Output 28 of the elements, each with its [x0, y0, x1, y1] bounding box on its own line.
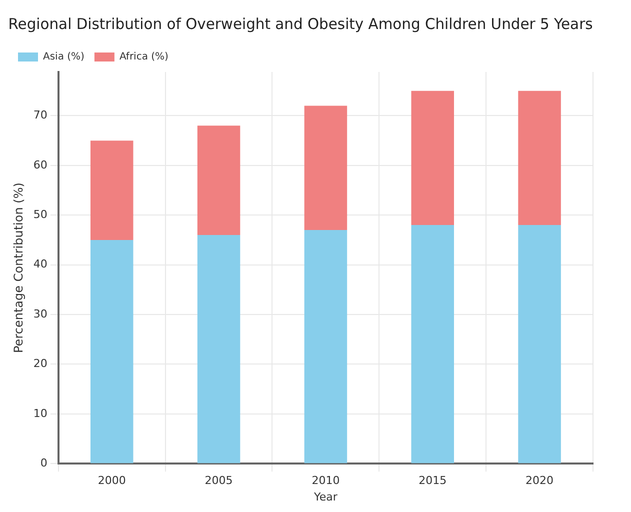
- chart-title: Regional Distribution of Overweight and Obesity Among Children Under 5 Years: [8, 14, 594, 33]
- bar: [304, 106, 348, 230]
- x-tick-label: 2020: [526, 474, 554, 488]
- x-tick-label: 2015: [418, 474, 447, 488]
- y-tick-label: 60: [33, 158, 48, 172]
- x-tick-label: 2005: [204, 474, 233, 488]
- bar: [90, 240, 134, 464]
- bar: [411, 225, 454, 464]
- x-axis-title: Year: [313, 490, 338, 504]
- bar: [197, 126, 240, 235]
- x-tick-label: 2000: [98, 474, 126, 488]
- bar: [304, 230, 348, 464]
- y-axis-title: Percentage Contribution (%): [11, 182, 26, 354]
- legend-label: Asia (%): [43, 52, 85, 63]
- bar: [518, 90, 561, 226]
- x-tick-label: 2010: [312, 474, 340, 488]
- y-tick-label: 20: [33, 357, 48, 370]
- y-tick-label: 30: [33, 307, 48, 320]
- bar: [518, 225, 561, 464]
- y-tick-label: 0: [40, 456, 48, 470]
- bar: [411, 90, 454, 226]
- bar: [90, 140, 134, 240]
- y-tick-label: 50: [33, 208, 48, 221]
- y-tick-label: 70: [33, 108, 48, 122]
- y-tick-label: 40: [33, 258, 48, 271]
- y-tick-label: 10: [33, 406, 48, 420]
- legend-label: Africa (%): [119, 52, 169, 63]
- bar: [197, 235, 240, 464]
